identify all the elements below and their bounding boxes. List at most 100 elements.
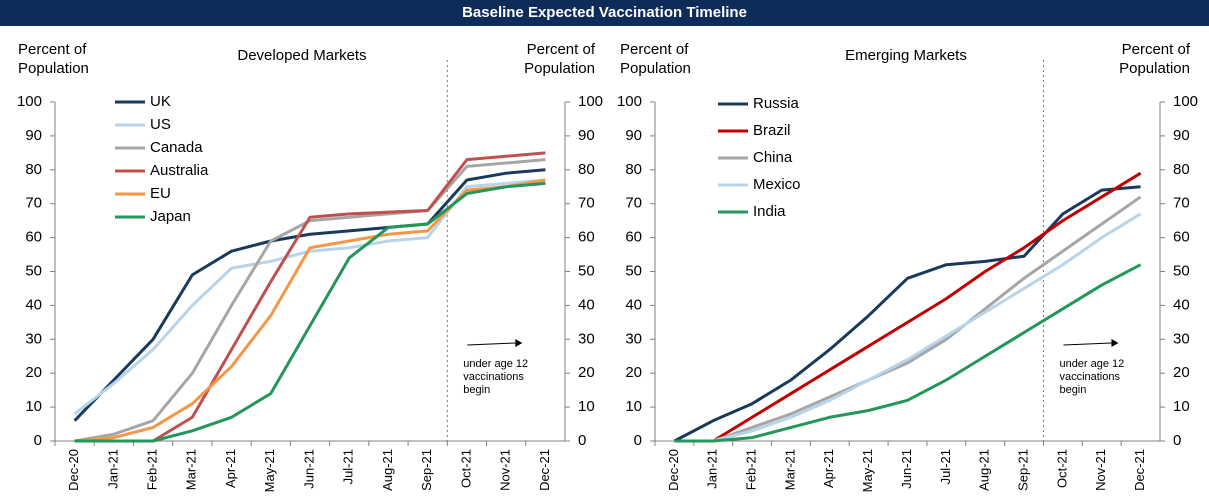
y-tick-label: 10 — [625, 398, 642, 415]
x-tick-label: Jul-21 — [938, 449, 953, 484]
y-tick-label: 30 — [625, 330, 642, 347]
x-tick-label: Jun-21 — [899, 449, 914, 489]
page-title: Baseline Expected Vaccination Timeline — [0, 0, 1209, 26]
y2-tick-label: 70 — [578, 195, 595, 212]
x-tick-label: Sep-21 — [419, 449, 434, 491]
y-tick-label: 90 — [25, 127, 42, 144]
x-tick-label: Apr-21 — [223, 449, 238, 488]
y-tick-label: 80 — [625, 161, 642, 178]
x-tick-label: Apr-21 — [821, 449, 836, 488]
annotation-arrow — [467, 342, 516, 346]
series-line — [673, 185, 1141, 443]
x-tick-label: Mar-21 — [782, 449, 797, 490]
y2-tick-label: 60 — [578, 229, 595, 246]
y2-tick-label: 30 — [1173, 330, 1190, 347]
x-tick-label: Jan-21 — [705, 449, 720, 489]
legend-label: EU — [150, 185, 171, 202]
y-tick-label: 20 — [25, 364, 42, 381]
x-tick-label: Dec-21 — [1132, 449, 1147, 491]
x-tick-label: Aug-21 — [977, 449, 992, 491]
series-line — [73, 168, 546, 422]
legend-label: UK — [150, 93, 171, 110]
x-tick-label: Oct-21 — [458, 449, 473, 488]
x-tick-label: Aug-21 — [380, 449, 395, 491]
y-axis-label: Percent of Population — [620, 41, 691, 77]
x-tick-label: Nov-21 — [498, 449, 513, 491]
legend-label: US — [150, 116, 171, 133]
x-tick-label: Dec-20 — [666, 449, 681, 491]
y2-tick-label: 60 — [1173, 229, 1190, 246]
y2-tick-label: 0 — [1173, 432, 1181, 449]
x-tick-label: Nov-21 — [1093, 449, 1108, 491]
y-tick-label: 0 — [634, 432, 642, 449]
y-tick-label: 100 — [617, 93, 642, 110]
chart-title: Emerging Markets — [845, 47, 967, 64]
y-tick-label: 10 — [25, 398, 42, 415]
x-tick-label: Dec-20 — [66, 449, 81, 491]
y-tick-label: 70 — [625, 195, 642, 212]
y2-tick-label: 10 — [1173, 398, 1190, 415]
legend-label: Russia — [753, 95, 800, 112]
y2-tick-label: 40 — [578, 296, 595, 313]
y2-tick-label: 90 — [1173, 127, 1190, 144]
x-tick-label: May-21 — [860, 449, 875, 492]
legend-label: Canada — [150, 139, 203, 156]
chart-title: Developed Markets — [237, 47, 367, 64]
x-tick-label: Jan-21 — [105, 449, 120, 489]
series-line — [674, 263, 1142, 443]
y2-axis-label: Percent of Population — [524, 41, 595, 77]
y-tick-label: 50 — [25, 262, 42, 279]
series-line — [674, 171, 1142, 443]
legend-label: India — [753, 203, 786, 220]
x-tick-label: Feb-21 — [145, 449, 160, 490]
y-tick-label: 100 — [17, 93, 42, 110]
x-tick-label: May-21 — [262, 449, 277, 492]
annotation-arrow — [1063, 342, 1112, 346]
legend-label: Mexico — [753, 176, 801, 193]
y2-tick-label: 80 — [1173, 161, 1190, 178]
y2-tick-label: 50 — [1173, 262, 1190, 279]
x-tick-label: Mar-21 — [184, 449, 199, 490]
series-line — [674, 195, 1142, 443]
annotation-arrowhead — [515, 339, 523, 347]
legend-label: Brazil — [753, 122, 791, 139]
y-tick-label: 60 — [625, 229, 642, 246]
annotation: under age 12 vaccinations begin — [463, 358, 529, 396]
y2-tick-label: 20 — [1173, 364, 1190, 381]
y-tick-label: 80 — [25, 161, 42, 178]
y2-tick-label: 100 — [1173, 93, 1198, 110]
y-tick-label: 70 — [25, 195, 42, 212]
y2-tick-label: 90 — [578, 127, 595, 144]
x-tick-label: Oct-21 — [1054, 449, 1069, 488]
y2-tick-label: 0 — [578, 432, 586, 449]
y2-axis-label: Percent of Population — [1119, 41, 1190, 77]
y2-tick-label: 10 — [578, 398, 595, 415]
series-line — [73, 178, 546, 416]
y2-tick-label: 40 — [1173, 296, 1190, 313]
y-tick-label: 20 — [625, 364, 642, 381]
x-tick-label: Sep-21 — [1015, 449, 1030, 491]
y-tick-label: 40 — [25, 296, 42, 313]
series-line — [674, 212, 1142, 443]
x-tick-label: Dec-21 — [537, 449, 552, 491]
y-axis-label: Percent of Population — [18, 41, 89, 77]
y-tick-label: 60 — [25, 229, 42, 246]
series-line — [74, 151, 546, 443]
series-line — [74, 178, 546, 443]
legend-label: Australia — [150, 162, 209, 179]
y-tick-label: 30 — [25, 330, 42, 347]
x-tick-label: Feb-21 — [744, 449, 759, 490]
y2-tick-label: 20 — [578, 364, 595, 381]
y-tick-label: 90 — [625, 127, 642, 144]
legend-label: China — [753, 149, 793, 166]
x-tick-label: Jul-21 — [341, 449, 356, 484]
series-line — [74, 181, 546, 443]
y-tick-label: 40 — [625, 296, 642, 313]
y2-tick-label: 30 — [578, 330, 595, 347]
y2-tick-label: 100 — [578, 93, 603, 110]
y2-tick-label: 70 — [1173, 195, 1190, 212]
legend-label: Japan — [150, 208, 191, 225]
y2-tick-label: 50 — [578, 262, 595, 279]
